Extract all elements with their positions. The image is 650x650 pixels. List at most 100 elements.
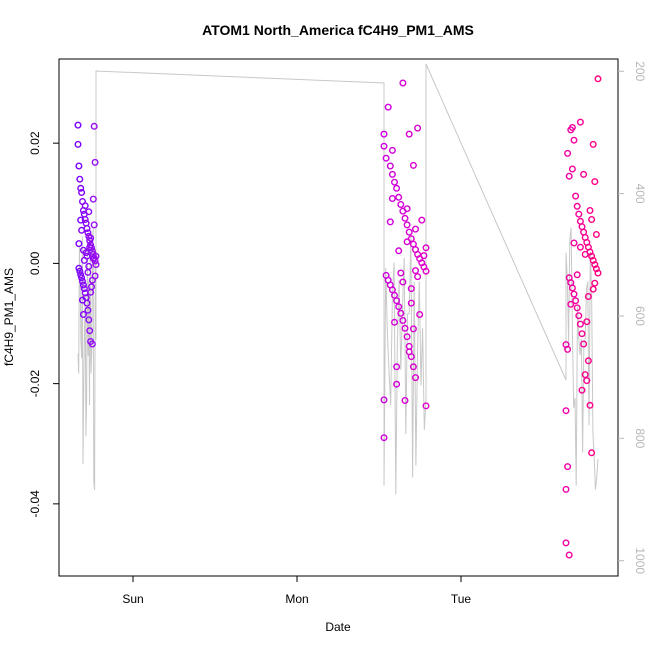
data-point — [75, 264, 83, 272]
data-point — [393, 380, 401, 388]
data-point — [409, 161, 417, 169]
data-point — [422, 402, 430, 410]
data-point — [568, 284, 576, 292]
data-point — [576, 320, 584, 328]
right-tick-label: 200 — [633, 61, 647, 81]
data-point — [388, 194, 396, 202]
data-point — [576, 118, 584, 126]
data-point — [594, 269, 602, 277]
data-point — [583, 377, 591, 385]
chart-title: ATOM1 North_America fC4H9_PM1_AMS — [202, 22, 474, 38]
data-point — [80, 256, 88, 264]
data-point — [588, 449, 596, 457]
data-point — [77, 216, 85, 224]
data-point — [580, 340, 588, 348]
data-point — [91, 272, 99, 280]
data-point — [80, 285, 88, 293]
y-axis: -0.04 -0.02 0.00 0.02 — [28, 131, 59, 518]
data-point — [418, 216, 426, 224]
plot-frame — [58, 58, 619, 577]
data-point — [407, 285, 415, 293]
data-point — [562, 407, 570, 415]
data-point — [74, 140, 82, 148]
data-point — [405, 228, 413, 236]
y-axis-label: fC4H9_PM1_AMS — [2, 268, 16, 366]
data-point — [594, 75, 602, 83]
right-tick-label: 400 — [633, 184, 647, 204]
data-point — [414, 273, 422, 281]
data-point — [403, 333, 411, 341]
right-tick-label: 1000 — [633, 547, 647, 574]
data-point — [573, 202, 581, 210]
data-point — [85, 316, 93, 324]
data-point — [572, 297, 580, 305]
data-point — [380, 130, 388, 138]
data-point — [78, 226, 86, 234]
data-point — [74, 121, 82, 129]
data-point — [86, 327, 94, 335]
data-point — [572, 192, 580, 200]
data-point — [384, 103, 392, 111]
data-point — [580, 170, 588, 178]
data-point — [591, 279, 599, 287]
x-axis: Sun Mon Tue — [122, 576, 471, 606]
data-point — [588, 215, 596, 223]
data-point — [575, 210, 583, 218]
data-point — [395, 247, 403, 255]
data-point — [405, 130, 413, 138]
data-point — [568, 123, 576, 131]
data-point — [584, 293, 592, 301]
data-point — [589, 256, 597, 264]
data-point — [397, 269, 405, 277]
data-point — [586, 206, 594, 214]
data-point — [565, 551, 573, 559]
right-axis: 200 400 600 800 1000 — [618, 61, 647, 574]
data-point — [578, 386, 586, 394]
data-point — [399, 79, 407, 87]
data-point — [565, 172, 573, 180]
data-point — [592, 230, 600, 238]
data-point — [382, 154, 390, 162]
data-point — [75, 240, 83, 248]
data-point — [82, 249, 90, 257]
data-point — [78, 277, 86, 285]
data-point — [412, 267, 420, 275]
data-point — [407, 299, 415, 307]
data-point — [568, 165, 576, 173]
data-point — [84, 306, 92, 314]
data-point — [87, 288, 95, 296]
data-point — [76, 267, 84, 275]
data-point — [391, 178, 399, 186]
data-point — [380, 142, 388, 150]
data-point — [591, 261, 599, 269]
data-point — [422, 244, 430, 252]
data-point — [88, 340, 96, 348]
data-point — [581, 371, 589, 379]
data-point — [89, 255, 97, 263]
data-point — [77, 184, 85, 192]
data-point — [401, 324, 409, 332]
data-point — [403, 205, 411, 213]
data-point — [89, 195, 97, 203]
data-point — [84, 229, 92, 237]
data-point — [422, 267, 430, 275]
data-point — [81, 215, 89, 223]
x-tick-label: Mon — [285, 592, 308, 606]
data-point — [393, 184, 401, 192]
right-tick-label: 600 — [633, 306, 647, 326]
data-points — [74, 75, 602, 559]
data-point — [87, 234, 95, 242]
data-point — [380, 434, 388, 442]
data-point — [403, 238, 411, 246]
data-point — [420, 252, 428, 260]
data-point — [85, 208, 93, 216]
data-point — [78, 188, 86, 196]
data-point — [393, 363, 401, 371]
data-point — [564, 345, 572, 353]
data-point — [416, 311, 424, 319]
data-point — [75, 162, 83, 170]
data-point — [90, 221, 98, 229]
data-point — [586, 401, 594, 409]
